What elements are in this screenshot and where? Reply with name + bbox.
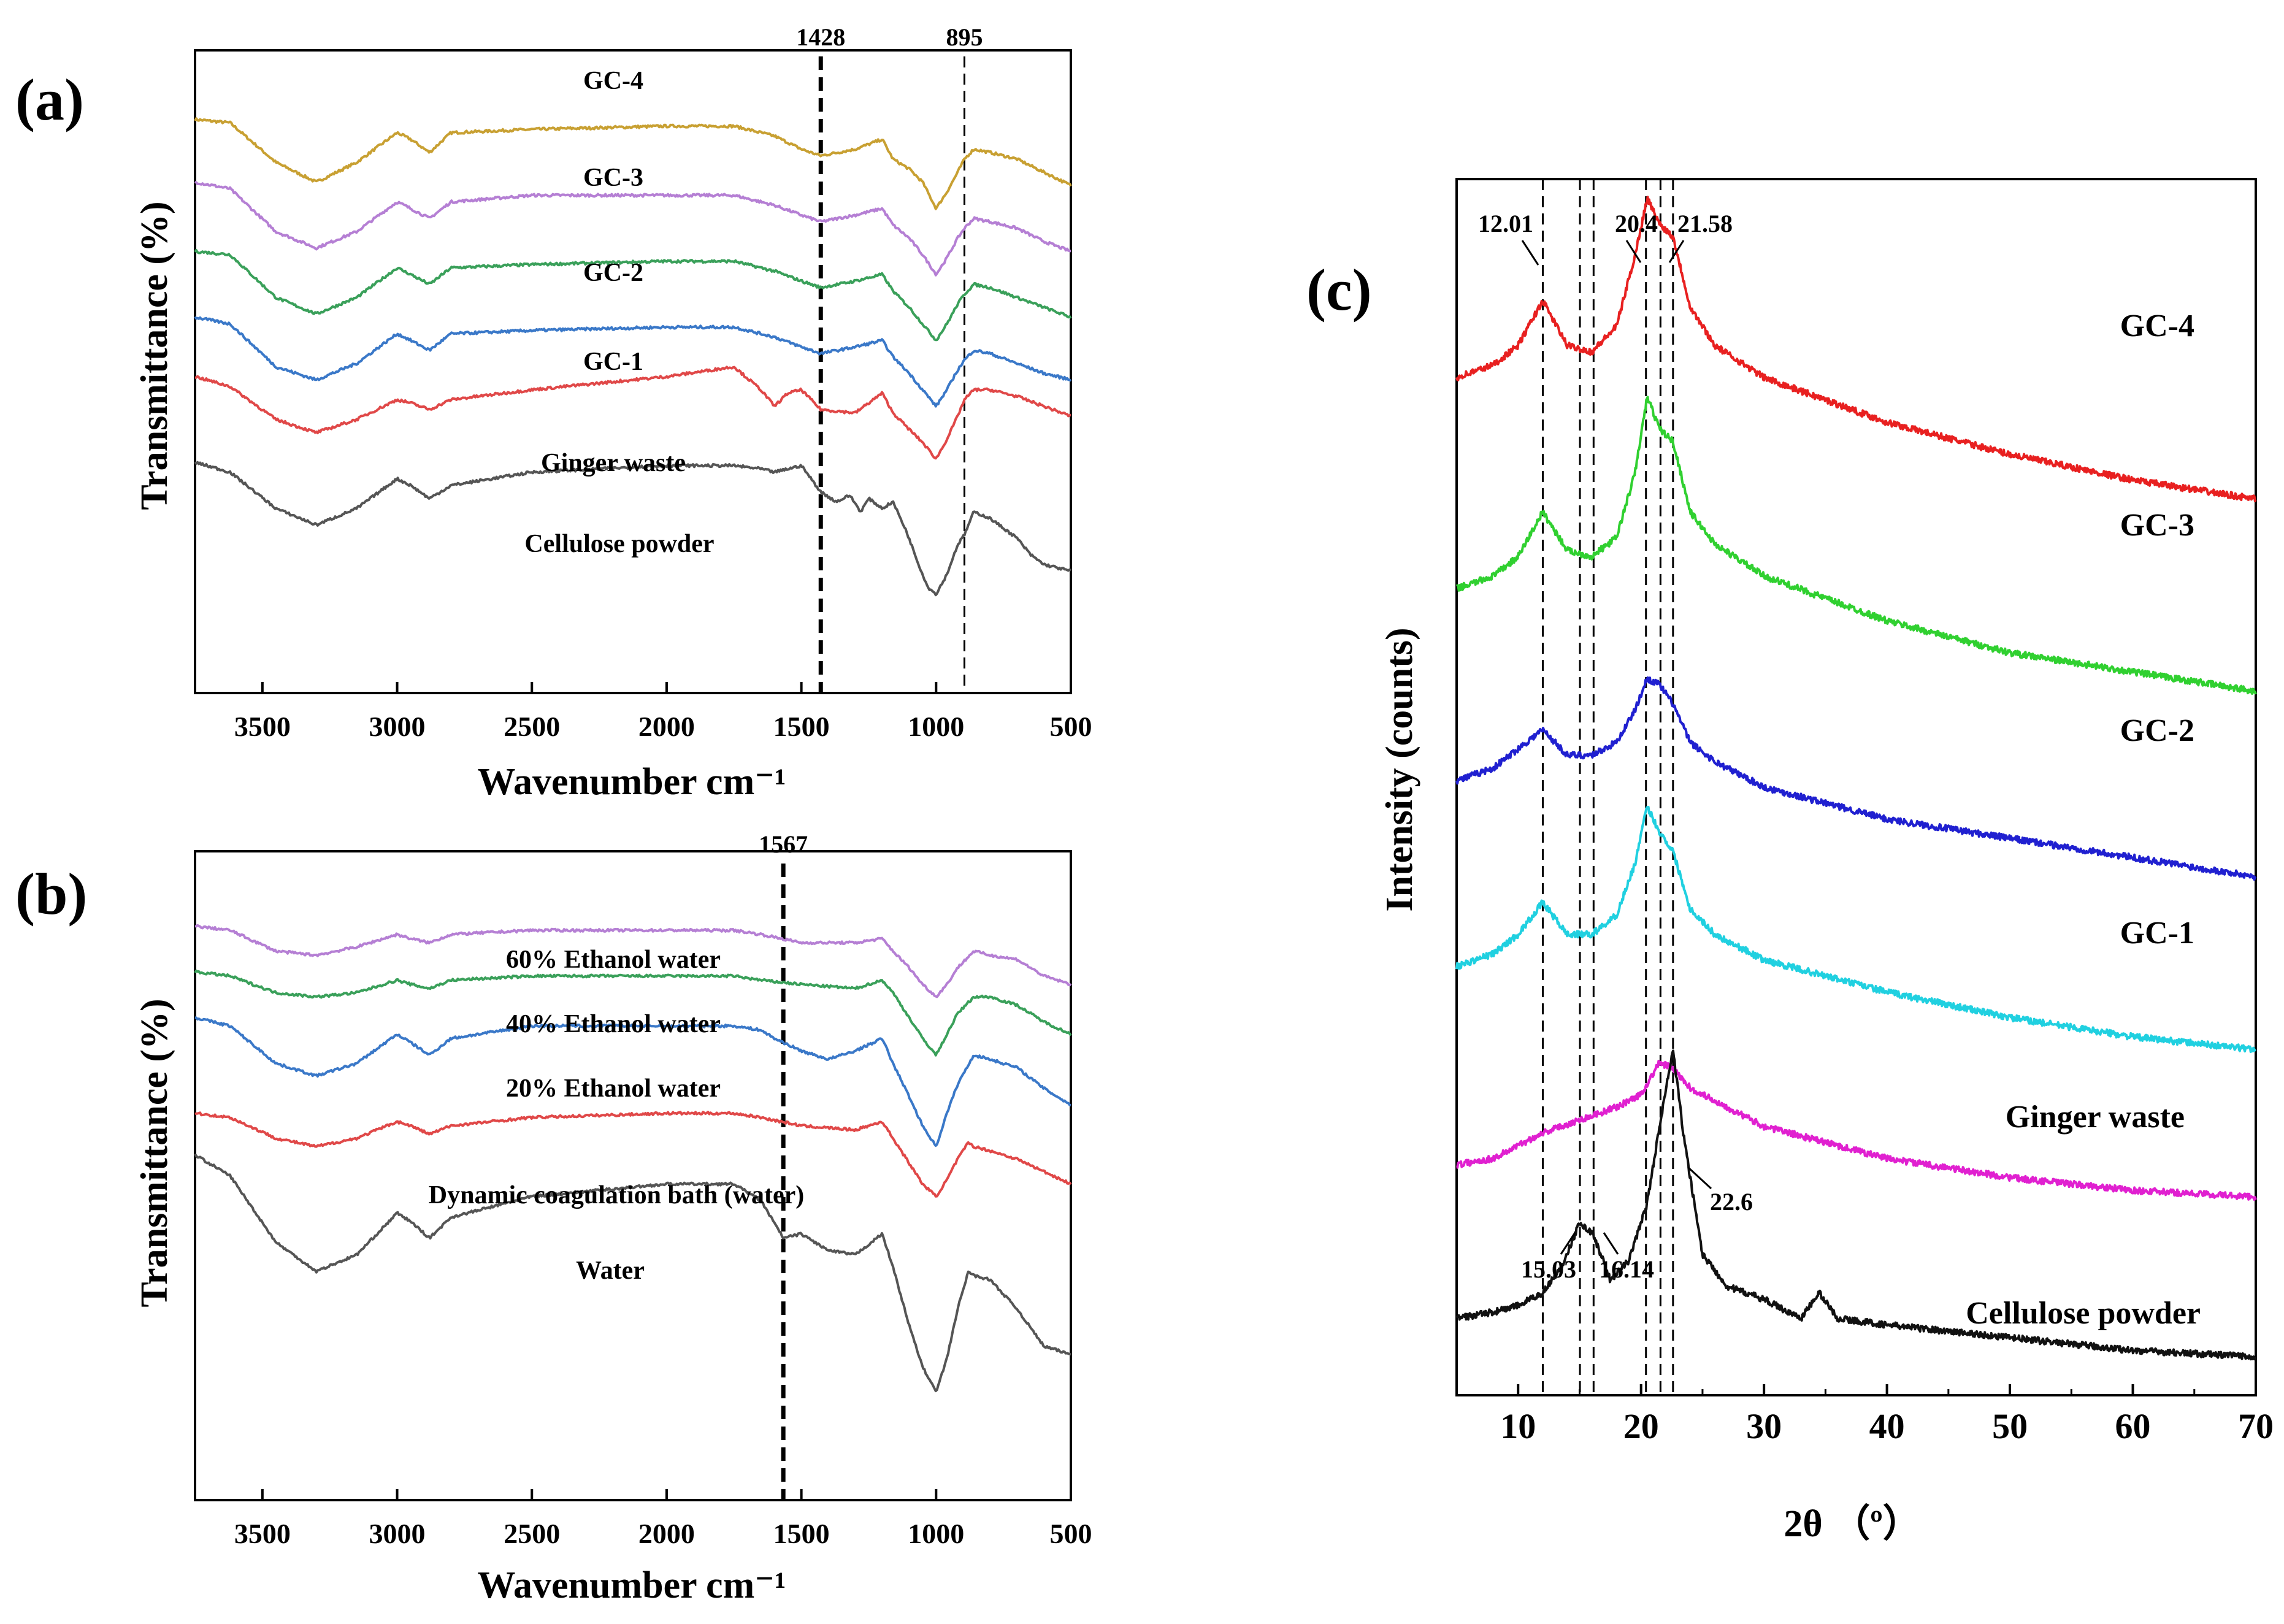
- peak-label-20-4: 20.4: [1615, 210, 1658, 237]
- c-series-ginger-waste: [1456, 1060, 2257, 1201]
- b-tick-label-2500: 2500: [504, 1518, 560, 1549]
- arrow-20-4: [1625, 240, 1642, 263]
- b-series-60-ethanol-water: [194, 924, 1072, 998]
- a-series-cellulose-powder: [194, 461, 1072, 597]
- label-gc4: GC-4: [583, 67, 643, 95]
- panel-b: (b) Transmittance (%) Wavenumber cm⁻¹ 35…: [15, 830, 1092, 1606]
- b-tick-label-3500: 3500: [234, 1518, 291, 1549]
- label-c-gc3: GC-3: [2120, 508, 2194, 543]
- arrow-15-03: [1560, 1232, 1576, 1255]
- panel-a-series: [194, 117, 1072, 597]
- a-ref-label-1428: 1428: [796, 23, 845, 51]
- b-series-dynamic-coagulation-bath-water: [194, 1111, 1072, 1198]
- panel-b-x-ticks: 3500 3000 2500 2000 1500 1000 500: [234, 1489, 1092, 1549]
- label-c-ginger-waste: Ginger waste: [2006, 1100, 2185, 1135]
- label-c-gc4: GC-4: [2120, 308, 2194, 343]
- panel-c-x-ticks: 10 20 30 40 50 60 70: [1500, 1384, 2274, 1446]
- label-c-cellulose-powder: Cellulose powder: [1966, 1296, 2201, 1331]
- b-series-water: [194, 1153, 1071, 1393]
- panel-c-xlabel: 2θ （º）: [1784, 1502, 1920, 1545]
- panel-b-reference-lines: 1567: [759, 830, 808, 1500]
- label-gc2: GC-2: [583, 259, 643, 287]
- b-tick-label-1000: 1000: [908, 1518, 964, 1549]
- label-gc3: GC-3: [583, 164, 643, 192]
- a-series-ginger-waste: [194, 366, 1071, 460]
- b-tick-label-500: 500: [1050, 1518, 1092, 1549]
- panel-c-reference-lines: [1542, 179, 1674, 1395]
- b-tick-label-1500: 1500: [773, 1518, 830, 1549]
- label-ginger-waste: Ginger waste: [541, 449, 686, 477]
- panel-a-ylabel: Transmittance (%): [134, 201, 175, 510]
- panel-c-peak-annotations: 12.01 20.4 21.58 15.03 16.14 22.6: [1478, 210, 1753, 1283]
- panel-a: (a) Transmittance (%) Wavenumber cm⁻¹ 35…: [15, 23, 1092, 803]
- a-tick-label-500: 500: [1050, 711, 1092, 742]
- a-series-gc-4: [194, 117, 1072, 210]
- a-series-gc-2: [194, 249, 1072, 342]
- a-tick-label-3500: 3500: [234, 711, 291, 742]
- arrow-21-58: [1668, 240, 1685, 263]
- a-tick-label-1000: 1000: [908, 711, 964, 742]
- peak-label-15-03: 15.03: [1521, 1255, 1576, 1283]
- panel-c-frame: [1455, 178, 2257, 1396]
- panel-a-tag: (a): [15, 67, 84, 132]
- label-c-gc2: GC-2: [2120, 713, 2194, 748]
- panel-b-tag: (b): [15, 861, 87, 927]
- panel-b-series-labels: 60% Ethanol water 40% Ethanol water 20% …: [429, 946, 804, 1285]
- panel-b-frame: [194, 850, 1072, 1501]
- c-series-gc-3: [1455, 396, 2257, 695]
- label-gc1: GC-1: [583, 348, 643, 376]
- panel-c-series-labels: GC-4 GC-3 GC-2 GC-1 Ginger waste Cellulo…: [1966, 308, 2201, 1331]
- panel-c: (c) Intensity (counts) 2θ （º） 10 20 30 40 50…: [1306, 178, 2274, 1545]
- panel-b-series: [194, 924, 1072, 1393]
- peak-label-16-14: 16.14: [1599, 1255, 1654, 1283]
- b-tick-label-3000: 3000: [369, 1518, 426, 1549]
- c-series-cellulose-powder: [1455, 1049, 2257, 1361]
- b-series-40-ethanol-water: [194, 969, 1072, 1057]
- a-tick-label-2000: 2000: [638, 711, 695, 742]
- panel-a-x-ticks: 3500 3000 2500 2000 1500 1000 500: [234, 682, 1092, 742]
- panel-a-xlabel: Wavenumber cm⁻¹: [477, 761, 786, 803]
- c-series-gc-2: [1455, 676, 2257, 881]
- panel-a-frame: [194, 49, 1072, 694]
- panel-b-ylabel: Transmittance (%): [134, 998, 175, 1307]
- c-tick-label-70: 70: [2238, 1406, 2274, 1446]
- label-c-gc1: GC-1: [2120, 916, 2194, 951]
- a-tick-label-1500: 1500: [773, 711, 830, 742]
- a-tick-label-2500: 2500: [504, 711, 560, 742]
- label-20-ethanol: 20% Ethanol water: [506, 1074, 721, 1103]
- panel-b-xlabel: Wavenumber cm⁻¹: [477, 1565, 786, 1606]
- panel-c-series: [1455, 196, 2257, 1361]
- arrow-22-6: [1687, 1166, 1712, 1190]
- c-tick-label-50: 50: [1992, 1406, 2028, 1446]
- a-series-gc-1: [194, 316, 1072, 408]
- c-tick-label-30: 30: [1746, 1406, 1782, 1446]
- label-water: Water: [576, 1257, 645, 1285]
- c-tick-label-60: 60: [2115, 1406, 2151, 1446]
- peak-label-12-01: 12.01: [1478, 210, 1533, 237]
- peak-label-21-58: 21.58: [1677, 210, 1733, 237]
- label-dynamic-coagulation: Dynamic coagulation bath (water): [429, 1181, 804, 1209]
- label-40-ethanol: 40% Ethanol water: [506, 1010, 721, 1038]
- arrow-12-01: [1521, 240, 1539, 266]
- b-ref-label-1567: 1567: [759, 830, 808, 858]
- a-ref-label-895: 895: [946, 23, 983, 51]
- panel-a-reference-lines: 1428 895: [796, 23, 983, 693]
- label-60-ethanol: 60% Ethanol water: [506, 946, 721, 974]
- b-series-20-ethanol-water: [194, 1016, 1071, 1147]
- arrow-16-14: [1603, 1232, 1619, 1255]
- a-series-gc-3: [194, 180, 1071, 277]
- c-tick-label-40: 40: [1869, 1406, 1905, 1446]
- panel-a-series-labels: GC-4 GC-3 GC-2 GC-1 Ginger waste Cellulo…: [524, 67, 714, 558]
- b-tick-label-2000: 2000: [638, 1518, 695, 1549]
- label-cellulose-powder: Cellulose powder: [524, 530, 714, 558]
- c-tick-label-20: 20: [1623, 1406, 1659, 1446]
- c-tick-label-10: 10: [1500, 1406, 1536, 1446]
- peak-label-22-6: 22.6: [1710, 1188, 1753, 1216]
- c-series-gc-4: [1455, 196, 2257, 502]
- c-series-gc-1: [1455, 805, 2257, 1053]
- a-tick-label-3000: 3000: [369, 711, 426, 742]
- panel-c-tag: (c): [1306, 257, 1372, 323]
- panel-c-ylabel: Intensity (counts): [1379, 627, 1420, 911]
